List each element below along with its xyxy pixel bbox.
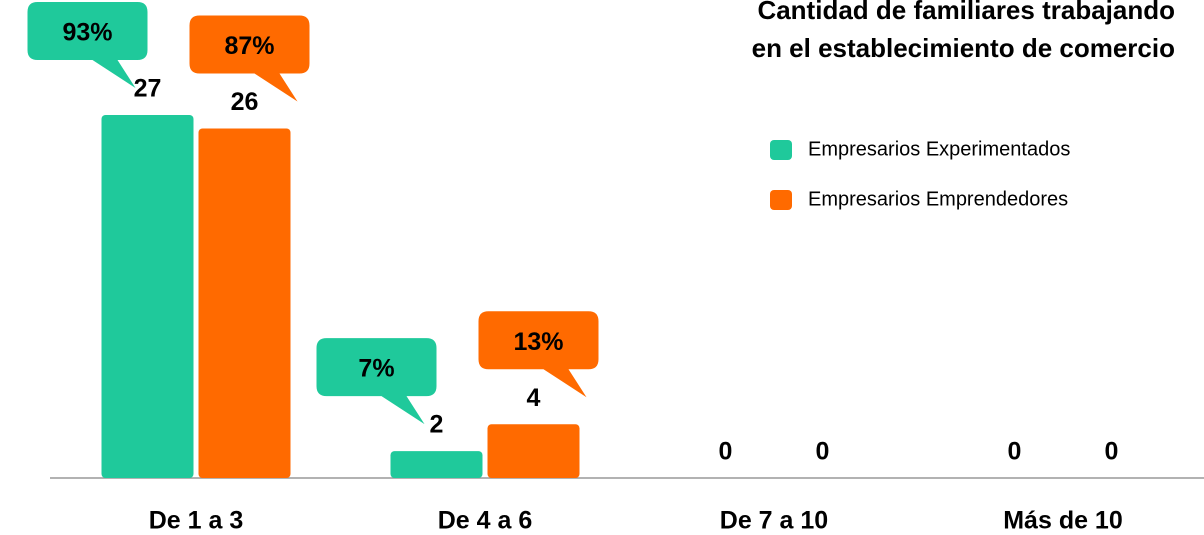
value-label: 2 [430,411,444,439]
legend-label: Empresarios Experimentados [808,138,1070,160]
chart-title: en el establecimiento de comercio [752,33,1175,63]
legend-swatch [770,190,792,210]
callout-bubble [189,15,310,102]
callout-label: 93% [62,19,112,47]
x-tick-label: De 7 a 10 [720,507,828,535]
value-label: 0 [1008,438,1022,466]
legend-label: Empresarios Emprendedores [808,188,1068,210]
chart-title: Cantidad de familiares trabajando [757,0,1175,25]
callout-label: 7% [358,355,394,383]
value-label: 27 [134,75,162,103]
x-tick-label: De 4 a 6 [438,507,533,535]
callout-label: 13% [513,328,563,356]
callout-bubble [27,2,148,88]
value-label: 0 [816,438,830,466]
callout-label: 87% [224,32,274,60]
legend-swatch [770,140,792,160]
callout-bubble [478,311,599,398]
bar [101,115,194,478]
x-tick-label: De 1 a 3 [149,507,244,535]
value-label: 0 [1105,438,1119,466]
value-label: 26 [231,88,259,116]
callout-bubble [316,338,437,425]
bar [487,424,580,478]
value-label: 0 [719,438,733,466]
value-label: 4 [527,384,541,412]
x-tick-label: Más de 10 [1003,507,1123,535]
bar [390,451,483,478]
bar [198,128,291,478]
